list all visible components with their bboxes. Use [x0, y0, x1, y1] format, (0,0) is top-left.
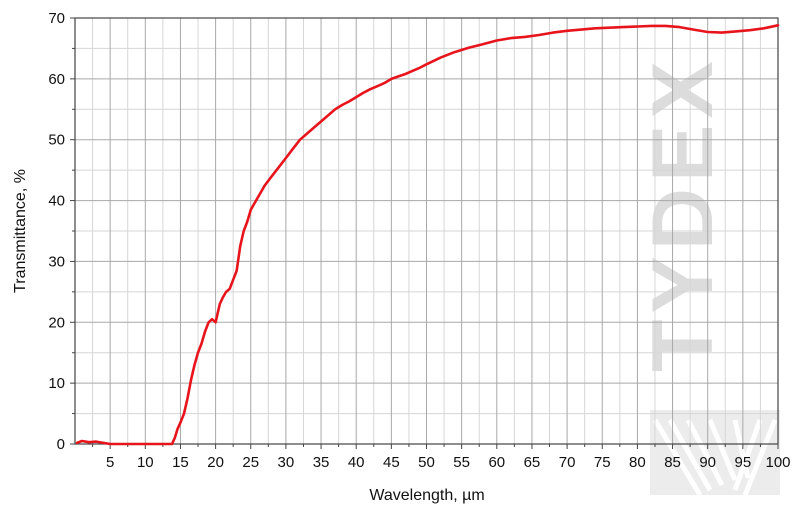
x-tick-labels: 5 10 15 20 25 30 35 40 45 50 55 60 65 70 75 80 85 90 95 100 — [106, 454, 791, 471]
x-tick-label: 80 — [629, 454, 646, 471]
x-tick-label: 10 — [137, 454, 154, 471]
x-tick-label: 95 — [735, 454, 752, 471]
x-tick-label: 15 — [172, 454, 189, 471]
x-tick-label: 45 — [383, 454, 400, 471]
y-tick-label: 30 — [48, 253, 65, 270]
y-tick-label: 50 — [48, 132, 65, 149]
x-tick-label: 85 — [664, 454, 681, 471]
transmittance-curve — [75, 24, 780, 446]
x-tick-label: 20 — [207, 454, 224, 471]
tick-marks — [70, 17, 779, 449]
x-tick-label: 30 — [278, 454, 295, 471]
x-tick-label: 35 — [313, 454, 330, 471]
x-tick-label: 50 — [418, 454, 435, 471]
x-tick-label: 75 — [594, 454, 611, 471]
x-tick-label: 90 — [699, 454, 716, 471]
x-tick-label: 55 — [453, 454, 470, 471]
watermark-logo-mark — [650, 410, 780, 497]
y-tick-label: 10 — [48, 375, 65, 392]
y-tick-label: 70 — [48, 10, 65, 27]
x-axis-title: Wavelength, µm — [369, 487, 484, 504]
data-series — [75, 24, 780, 446]
major-grid — [75, 18, 778, 444]
x-tick-label: 100 — [765, 454, 790, 471]
watermark: TYDEX — [635, 55, 780, 497]
x-tick-label: 60 — [488, 454, 505, 471]
watermark-text: TYDEX — [635, 55, 731, 372]
x-tick-label: 40 — [348, 454, 365, 471]
x-tick-label: 25 — [242, 454, 259, 471]
x-tick-label: 70 — [559, 454, 576, 471]
x-tick-label: 65 — [524, 454, 541, 471]
x-tick-label: 5 — [106, 454, 114, 471]
y-tick-label: 20 — [48, 314, 65, 331]
y-axis-title: Transmittance, % — [12, 169, 29, 293]
y-tick-label: 60 — [48, 71, 65, 88]
y-tick-label: 40 — [48, 193, 65, 210]
y-tick-label: 0 — [57, 436, 65, 453]
y-tick-labels: 0 10 20 30 40 50 60 70 — [48, 10, 65, 453]
